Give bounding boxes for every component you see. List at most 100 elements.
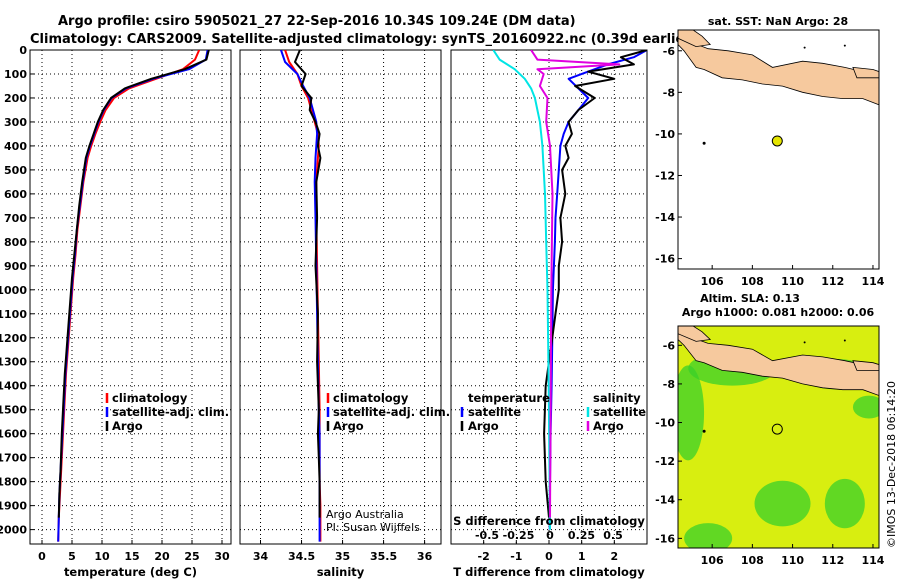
madura-island <box>852 66 879 79</box>
salinity-panel: 34 34.5 35 35.5 36 salinity climatologysatelli… <box>239 49 450 579</box>
x-tick-label: 106 <box>701 554 724 567</box>
karimunjawa-islet <box>803 341 806 344</box>
legend-label: satellite <box>468 405 521 419</box>
figure-title-line2: Climatology: CARS2009. Satellite-adjuste… <box>30 32 697 47</box>
x-tick-label: 5 <box>68 550 76 563</box>
y-tick-label: -16 <box>655 532 675 545</box>
x-tick-label: 114 <box>861 554 884 567</box>
x-tick-label: 108 <box>741 554 764 567</box>
y-tick-label: 200 <box>4 92 27 105</box>
legend-label: Argo <box>593 419 624 433</box>
salinity-profile-grid <box>240 49 441 544</box>
y-tick-label: -14 <box>655 211 675 224</box>
x-tick-label: 0 <box>38 550 46 563</box>
secondary-x-tick-label: 0.25 <box>568 529 595 542</box>
christmas-island <box>702 141 706 145</box>
sla-high-region <box>754 480 811 527</box>
salinity-profile-series <box>280 50 322 542</box>
difference-profile-grid <box>451 49 647 544</box>
secondary-x-tick-label: 0 <box>546 529 554 542</box>
x-tick-label: 2 <box>611 550 619 563</box>
difference-panel: -2 -1 0 1 2 T difference from climatology S di… <box>450 49 648 579</box>
y-tick-label: 1600 <box>0 428 27 441</box>
x-tick-label: 34.5 <box>288 550 315 563</box>
karimunjawa-islet <box>803 46 806 49</box>
bawean-islet <box>843 44 846 47</box>
y-tick-label: 1400 <box>0 380 27 393</box>
legend-label: satellite <box>593 405 646 419</box>
series-line-argo <box>57 50 210 518</box>
x-tick-label: 110 <box>781 554 804 567</box>
imos-stamp: ©IMOS 13-Dec-2018 06:14:20 <box>885 381 898 548</box>
y-tick-label: -6 <box>663 45 676 58</box>
bawean-islet <box>843 339 846 342</box>
sla-high-region <box>852 395 879 419</box>
series-line-s-argo <box>530 50 621 518</box>
x-tick-label: 0 <box>545 550 553 563</box>
series-line-t-satellite <box>548 50 647 530</box>
secondary-x-axis-label: S difference from climatology <box>453 514 645 528</box>
x-axis-label: temperature (deg C) <box>64 565 197 579</box>
y-tick-label: 1900 <box>0 500 27 513</box>
madura-island <box>852 360 879 371</box>
legend-title-temperature: temperature <box>468 391 550 405</box>
salinity-profile-frame <box>239 49 442 545</box>
x-tick-label: 112 <box>821 554 844 567</box>
y-tick-label: -10 <box>655 128 675 141</box>
secondary-x-tick-label: 0.5 <box>603 529 623 542</box>
x-tick-label: 1 <box>578 550 586 563</box>
y-tick-label: 1500 <box>0 404 27 417</box>
y-tick-label: 1000 <box>0 284 27 297</box>
y-tick-label: 1100 <box>0 308 27 321</box>
x-tick-label: 10 <box>94 550 110 563</box>
x-tick-label: 30 <box>214 550 230 563</box>
y-tick-label: -12 <box>655 455 675 468</box>
legend-label: climatology <box>333 391 409 405</box>
y-tick-label: -10 <box>655 417 675 430</box>
christmas-island <box>702 429 706 433</box>
secondary-x-tick-label: -0.25 <box>503 529 535 542</box>
y-tick-label: 0 <box>19 44 27 57</box>
y-tick-label: 1300 <box>0 356 27 369</box>
x-tick-label: 20 <box>154 550 170 563</box>
sst-map-panel: 106 108 110 112 114 -6 -8 -10 -12 -14 -16 sat. SST:… <box>655 15 885 288</box>
difference-profile-series <box>492 50 647 530</box>
legend-label: climatology <box>112 391 188 405</box>
y-tick-label: -8 <box>663 378 675 391</box>
y-tick-label: -16 <box>655 253 675 266</box>
sla-high-region <box>678 365 705 461</box>
x-tick-label: 114 <box>861 275 884 288</box>
y-tick-label: 600 <box>4 188 27 201</box>
y-tick-label: 1200 <box>0 332 27 345</box>
temperature-profile-frame <box>29 49 232 545</box>
legend-label: Argo <box>112 419 143 433</box>
legend-label: Argo <box>333 419 364 433</box>
x-tick-label: 106 <box>701 275 724 288</box>
altimetry-map-panel: 106 108 110 112 114 -6 -8 -10 -12 -14 -16 Altim. SL… <box>655 292 885 567</box>
y-tick-label: 1700 <box>0 452 27 465</box>
java-island <box>678 33 879 106</box>
secondary-x-tick-label: -0.5 <box>475 529 499 542</box>
series-line-argo <box>294 50 322 518</box>
figure-title-line1: Argo profile: csiro 5905021_27 22-Sep-20… <box>58 14 576 29</box>
x-tick-label: 108 <box>741 275 764 288</box>
y-tick-label: 400 <box>4 140 27 153</box>
argo-float-marker <box>771 423 783 435</box>
altimetry-map-title: Altim. SLA: 0.13 <box>700 292 800 305</box>
y-tick-label: 900 <box>4 260 27 273</box>
x-tick-label: 35.5 <box>370 550 397 563</box>
y-tick-label: 800 <box>4 236 27 249</box>
legend-label: satellite-adj. clim. <box>112 405 229 419</box>
y-tick-label: 100 <box>4 68 27 81</box>
x-tick-label: -1 <box>510 550 522 563</box>
legend-label: Argo <box>468 419 499 433</box>
sumatra-tip <box>678 326 712 342</box>
x-tick-label: 35 <box>335 550 350 563</box>
x-tick-label: 36 <box>417 550 433 563</box>
y-tick-label: -14 <box>655 494 675 507</box>
sst-map-content <box>678 30 879 269</box>
x-axis-label: salinity <box>317 565 365 579</box>
legend-title-salinity: salinity <box>593 391 641 405</box>
legend-label: satellite-adj. clim. <box>333 405 450 419</box>
x-axis-label: T difference from climatology <box>453 565 645 579</box>
